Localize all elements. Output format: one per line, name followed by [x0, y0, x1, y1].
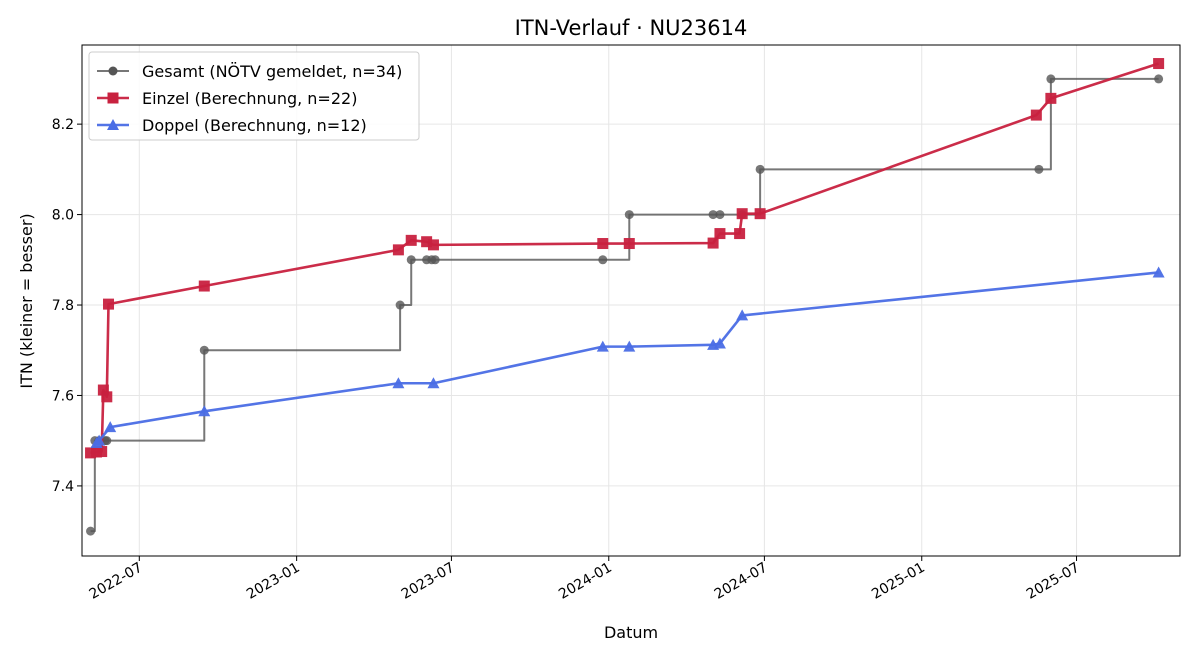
data-point: [104, 421, 117, 433]
data-point: [85, 447, 97, 459]
data-point: [102, 436, 112, 446]
data-point: [395, 300, 405, 310]
y-tick-label: 8.2: [52, 117, 74, 133]
y-axis-label: ITN (kleiner = besser): [17, 213, 36, 388]
x-tick-label: 2023-07: [399, 560, 458, 603]
plot-frame: [81, 44, 1181, 557]
series-markers: [85, 58, 1165, 459]
x-tick-label: 2025-07: [1024, 560, 1083, 603]
data-point: [736, 208, 748, 220]
data-point: [392, 377, 405, 389]
data-point: [1046, 74, 1056, 84]
data-point: [101, 391, 113, 403]
x-axis-label: Datum: [604, 623, 658, 642]
data-point: [421, 236, 433, 248]
legend-marker: [107, 119, 119, 130]
series-line: [95, 271, 1159, 444]
y-tick-label: 8.0: [52, 208, 74, 224]
data-point: [430, 255, 440, 265]
data-point: [1152, 266, 1165, 278]
data-point: [708, 210, 718, 220]
legend-label: Doppel (Berechnung, n=12): [142, 116, 367, 135]
y-tick-label: 7.6: [52, 388, 74, 404]
data-point: [405, 234, 417, 246]
series-layer: [85, 58, 1165, 536]
data-point: [198, 280, 210, 292]
data-point: [406, 255, 416, 265]
y-tick-label: 7.8: [52, 298, 74, 314]
x-tick-label: 2022-07: [87, 560, 146, 603]
data-point: [707, 237, 719, 249]
x-tick-label: 2025-01: [869, 560, 928, 603]
data-point: [392, 244, 404, 256]
data-point: [1045, 92, 1057, 104]
data-point: [1034, 164, 1044, 174]
data-point: [713, 337, 726, 349]
data-point: [103, 298, 115, 310]
data-point: [1153, 58, 1165, 70]
data-point: [97, 384, 109, 396]
series-markers: [90, 266, 1165, 448]
data-point: [1030, 109, 1042, 121]
data-point: [96, 446, 108, 458]
data-point: [714, 228, 726, 240]
chart-title: ITN-Verlauf · NU23614: [515, 16, 748, 40]
x-tick-label: 2023-01: [244, 560, 303, 603]
axes: 7.4 7.6 7.8 8.0 8.2 2022-07 2023-01 2023-07 2024…: [52, 117, 1083, 603]
data-point: [736, 309, 749, 321]
legend-marker: [108, 66, 118, 76]
data-point: [1154, 74, 1164, 84]
data-point: [199, 345, 209, 355]
legend-label: Gesamt (NÖTV gemeldet, n=34): [142, 62, 402, 81]
data-point: [754, 208, 766, 220]
data-point: [623, 238, 635, 250]
data-point: [624, 210, 634, 220]
series-triangle: [90, 266, 1165, 448]
series-square: [85, 58, 1165, 459]
data-point: [623, 340, 636, 352]
legend-label: Einzel (Berechnung, n=22): [142, 89, 357, 108]
data-point: [596, 340, 609, 352]
data-point: [427, 377, 440, 389]
data-point: [715, 210, 725, 220]
data-point: [755, 164, 765, 174]
data-point: [734, 228, 746, 240]
data-point: [198, 405, 211, 417]
data-point: [598, 255, 608, 265]
legend: Gesamt (NÖTV gemeldet, n=34) Einzel (Bere…: [88, 51, 420, 141]
legend-marker: [107, 92, 119, 104]
x-tick-label: 2024-01: [556, 560, 615, 603]
legend-box: [88, 51, 420, 141]
data-point: [93, 434, 106, 446]
data-point: [86, 526, 96, 536]
data-point: [427, 239, 439, 251]
y-tick-label: 7.4: [52, 479, 74, 495]
data-point: [597, 238, 609, 250]
x-tick-label: 2024-07: [712, 560, 771, 603]
